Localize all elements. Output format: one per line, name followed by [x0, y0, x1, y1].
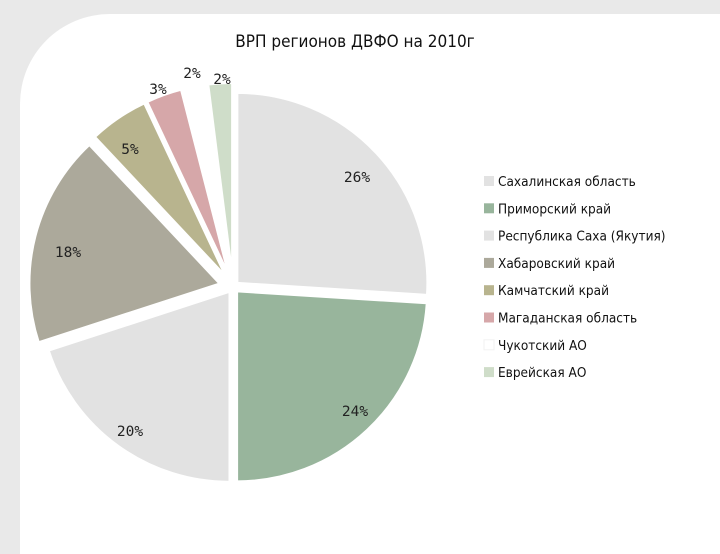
pie-slices [28, 82, 429, 483]
pie-data-label: 18% [55, 245, 81, 261]
legend-swatch [484, 257, 494, 268]
chart-title: ВРП регионов ДВФО на 2010г [235, 32, 474, 52]
pie-data-label: 26% [344, 170, 370, 186]
legend-label: Сахалинская область [498, 174, 636, 190]
legend-swatch [483, 339, 495, 351]
legend-swatch [484, 367, 494, 378]
slide: ВРП регионов ДВФО на 2010г 26% 24% 20% 18% 5… [20, 14, 720, 554]
legend-label: Хабаровский край [498, 256, 615, 272]
pie-data-label: 20% [117, 424, 143, 440]
pie-chart: ВРП регионов ДВФО на 2010г 26% 24% 20% 18% 5… [28, 32, 666, 483]
pie-data-label: 2% [213, 72, 231, 88]
legend-label: Камчатский край [498, 283, 609, 299]
pie-data-labels: 26% 24% 20% 18% 5% 3% 2% 2% [55, 66, 370, 440]
pie-slice [47, 290, 231, 483]
legend-label: Чукотский АО [498, 338, 587, 354]
legend-swatch [484, 176, 494, 186]
legend-swatch [484, 312, 494, 323]
pie-data-label: 24% [342, 404, 368, 420]
legend-label: Магаданская область [498, 311, 637, 327]
legend-swatch [484, 230, 494, 241]
pie-slice [93, 102, 227, 277]
pie-slice [146, 88, 230, 275]
pie-slice [236, 91, 429, 296]
pie-slice [181, 83, 232, 274]
pie-slice [207, 82, 234, 274]
legend: Сахалинская область Приморский край Респуб… [483, 174, 666, 381]
legend-label: Приморский край [498, 201, 611, 217]
legend-label: Республика Саха (Якутия) [498, 229, 666, 245]
pie-data-label: 5% [121, 142, 139, 158]
pie-data-label: 2% [183, 66, 201, 82]
legend-label: Еврейская АО [498, 365, 586, 381]
pie-data-label: 3% [149, 82, 167, 98]
legend-swatch [484, 203, 494, 214]
legend-swatch [484, 285, 494, 296]
pie-slice [236, 290, 428, 483]
pie-slice [28, 143, 222, 344]
